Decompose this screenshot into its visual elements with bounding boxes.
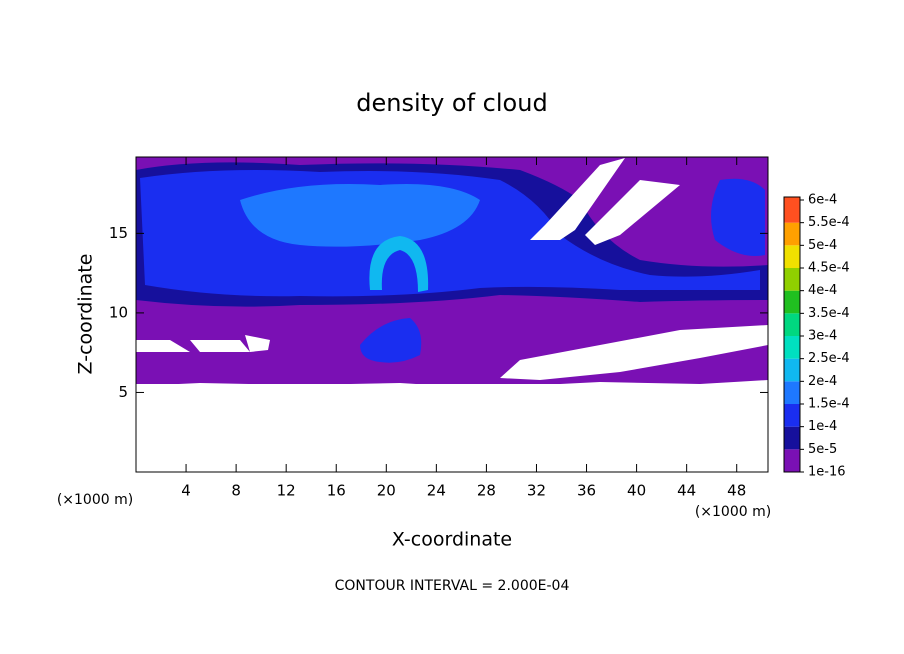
- x-tick-label: 36: [577, 482, 596, 500]
- y-tick-label: 15: [109, 224, 128, 242]
- colorbar-label: 5e-5: [808, 442, 837, 457]
- x-tick-label: 24: [427, 482, 446, 500]
- x-tick-label: 4: [181, 482, 191, 500]
- x-tick-label: 32: [527, 482, 546, 500]
- colorbar-segment: [784, 222, 800, 246]
- y-tick-label: 10: [109, 303, 128, 321]
- y-tick-label: 5: [118, 383, 128, 401]
- colorbar-label: 1.5e-4: [808, 397, 850, 412]
- colorbar-label: 4e-4: [808, 283, 837, 298]
- x-tick-label: 16: [327, 482, 346, 500]
- colorbar-segment: [784, 426, 800, 450]
- x-tick-label: 12: [277, 482, 296, 500]
- y-unit-label: (×1000 m): [57, 492, 133, 508]
- x-tick-label: 28: [477, 482, 496, 500]
- colorbar-label: 2.5e-4: [808, 351, 850, 366]
- colorbar-label: 1e-16: [808, 465, 846, 480]
- x-tick-label: 40: [627, 482, 646, 500]
- chart-title: density of cloud: [356, 89, 547, 117]
- footer-note: CONTOUR INTERVAL = 2.000E-04: [335, 578, 570, 594]
- y-axis-label: Z-coordinate: [75, 254, 97, 375]
- colorbar-segment: [784, 449, 800, 472]
- colorbar-segment: [784, 268, 800, 291]
- colorbar-label: 1e-4: [808, 419, 837, 434]
- colorbar-label: 5e-4: [808, 238, 837, 253]
- x-tick-label: 8: [231, 482, 241, 500]
- colorbar-label: 2e-4: [808, 374, 837, 389]
- colorbar-label: 5.5e-4: [808, 215, 850, 230]
- colorbar-label: 3.5e-4: [808, 306, 850, 321]
- plot-frame: [135, 156, 769, 473]
- colorbar-label: 3e-4: [808, 329, 837, 344]
- colorbar-label: 4.5e-4: [808, 261, 850, 276]
- x-tick-label: 44: [677, 482, 696, 500]
- x-tick-label: 20: [377, 482, 396, 500]
- colorbar-segment: [784, 290, 800, 314]
- x-unit-label: (×1000 m): [695, 504, 771, 520]
- colorbar-segment: [784, 197, 800, 223]
- contour-field: [136, 157, 768, 472]
- x-tick-label: 48: [727, 482, 746, 500]
- colorbar-segment: [784, 313, 800, 336]
- colorbar-frame: [783, 196, 801, 473]
- colorbar-segment: [784, 381, 800, 404]
- x-axis-label: X-coordinate: [392, 529, 512, 551]
- colorbar-label: 6e-4: [808, 193, 837, 208]
- colorbar-segment: [784, 336, 800, 359]
- colorbar-segment: [784, 245, 800, 268]
- colorbar-segment: [784, 404, 800, 427]
- colorbar-segment: [784, 358, 800, 382]
